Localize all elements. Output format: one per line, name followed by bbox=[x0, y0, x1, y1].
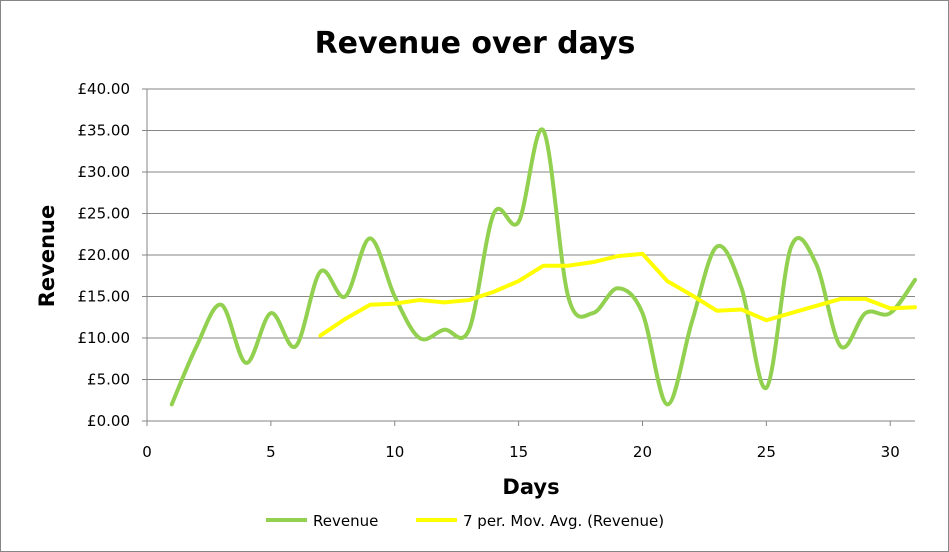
y-tick-label: £15.00 bbox=[78, 288, 131, 306]
x-axis-ticks: 0 5 10 15 20 25 30 bbox=[142, 421, 900, 461]
y-axis-ticks: £0.00 £5.00 £10.00 £15.00 £20.00 £25.00 £30.00… bbox=[78, 80, 147, 430]
legend-label-revenue: Revenue bbox=[313, 512, 378, 530]
x-tick-label: 15 bbox=[509, 443, 528, 461]
y-tick-label: £20.00 bbox=[78, 246, 131, 264]
legend: Revenue 7 per. Mov. Avg. (Revenue) bbox=[266, 512, 664, 530]
series-layer bbox=[169, 127, 917, 407]
x-tick-label: 10 bbox=[385, 443, 404, 461]
x-tick-label: 20 bbox=[633, 443, 652, 461]
x-tick-label: 25 bbox=[757, 443, 776, 461]
x-tick-label: 0 bbox=[142, 443, 152, 461]
y-tick-label: £40.00 bbox=[78, 80, 131, 98]
x-tick-label: 30 bbox=[881, 443, 900, 461]
y-axis-title: Revenue bbox=[35, 205, 59, 308]
y-tick-label: £35.00 bbox=[78, 122, 131, 140]
x-axis-title: Days bbox=[502, 475, 559, 499]
chart-title: Revenue over days bbox=[315, 26, 636, 61]
x-tick-label: 5 bbox=[266, 443, 276, 461]
y-tick-label: £0.00 bbox=[87, 412, 130, 430]
gridlines bbox=[147, 88, 915, 422]
axes bbox=[146, 89, 915, 422]
y-tick-label: £5.00 bbox=[87, 371, 130, 389]
y-tick-label: £30.00 bbox=[78, 163, 131, 181]
series-line-moving-average bbox=[318, 251, 917, 338]
legend-label-moving-average: 7 per. Mov. Avg. (Revenue) bbox=[463, 512, 664, 530]
y-tick-label: £10.00 bbox=[78, 329, 131, 347]
y-tick-label: £25.00 bbox=[78, 205, 131, 223]
series-line-revenue bbox=[169, 127, 917, 407]
